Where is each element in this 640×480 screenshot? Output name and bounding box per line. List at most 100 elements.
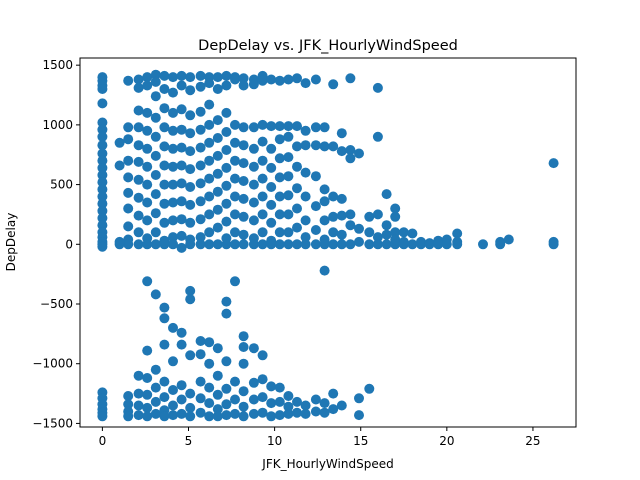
data-point	[212, 343, 223, 354]
data-point	[123, 75, 134, 86]
data-point	[292, 141, 302, 152]
data-point	[204, 99, 215, 110]
data-point	[133, 74, 144, 85]
data-point	[407, 228, 418, 239]
data-point	[176, 178, 187, 189]
data-point	[221, 383, 232, 394]
data-point	[328, 211, 339, 222]
data-point	[381, 220, 392, 231]
data-point	[159, 103, 170, 114]
data-point	[204, 411, 215, 422]
data-point	[257, 119, 268, 130]
data-point	[398, 239, 409, 250]
data-point	[300, 191, 311, 202]
data-point	[133, 122, 144, 133]
data-point	[123, 399, 134, 410]
data-point	[257, 155, 268, 166]
data-point	[266, 182, 277, 192]
data-point	[266, 381, 277, 392]
data-point	[97, 184, 108, 195]
data-point	[274, 134, 285, 145]
data-point	[212, 168, 223, 179]
data-point	[185, 411, 196, 422]
data-point	[336, 229, 347, 240]
data-point	[292, 183, 302, 194]
x-tick-label: 5	[185, 434, 193, 448]
data-point	[328, 141, 339, 152]
data-point	[97, 241, 108, 252]
data-point	[266, 411, 277, 422]
data-point	[212, 222, 223, 233]
data-point	[176, 124, 187, 135]
data-point	[168, 385, 178, 395]
data-point	[195, 214, 206, 225]
data-point	[204, 119, 215, 130]
data-point	[195, 178, 206, 189]
data-point	[372, 82, 383, 93]
data-point	[257, 407, 268, 418]
data-point	[168, 72, 178, 83]
data-point	[150, 396, 161, 407]
data-point	[133, 388, 144, 399]
data-point	[185, 72, 196, 83]
x-axis-label: JFK_HourlyWindSpeed	[261, 457, 393, 471]
data-point	[142, 411, 153, 422]
data-point	[133, 227, 144, 238]
data-point	[123, 239, 134, 250]
data-point	[248, 394, 259, 405]
data-point	[274, 75, 285, 86]
data-point	[150, 91, 161, 102]
data-point	[221, 80, 232, 91]
data-point	[142, 80, 153, 91]
y-tick-label: 500	[50, 178, 73, 192]
data-point	[248, 122, 259, 133]
data-point	[185, 388, 196, 399]
data-point	[345, 220, 356, 231]
data-point	[97, 411, 108, 422]
data-point	[204, 191, 215, 202]
data-point	[300, 167, 311, 178]
data-point	[266, 74, 277, 85]
data-point	[176, 142, 187, 153]
data-point	[319, 265, 330, 276]
data-point	[168, 239, 178, 250]
data-point	[310, 394, 321, 405]
data-point	[168, 161, 178, 172]
data-point	[97, 117, 108, 128]
data-point	[221, 399, 232, 410]
data-point	[283, 121, 294, 132]
data-point	[390, 211, 401, 222]
data-point	[159, 122, 170, 133]
data-point	[248, 197, 259, 208]
data-point	[221, 162, 232, 173]
data-point	[283, 131, 294, 142]
data-point	[390, 203, 401, 214]
data-point	[300, 408, 311, 419]
data-point	[176, 80, 187, 91]
data-point	[204, 155, 215, 166]
data-point	[548, 158, 559, 169]
data-point	[204, 137, 215, 148]
data-point	[97, 191, 108, 202]
data-point	[142, 125, 153, 136]
data-point	[176, 242, 187, 253]
data-point	[257, 227, 268, 238]
data-point	[424, 239, 435, 250]
data-point	[150, 69, 161, 80]
chart-title: DepDelay vs. JFK_HourlyWindSpeed	[198, 38, 458, 54]
data-point	[97, 84, 108, 94]
data-point	[195, 336, 206, 346]
data-point	[336, 193, 347, 204]
data-point	[257, 136, 268, 147]
data-point	[390, 239, 401, 250]
data-point	[97, 98, 108, 109]
data-point	[221, 107, 232, 118]
data-point	[150, 112, 161, 123]
data-point	[195, 142, 206, 153]
y-tick-label: 1000	[42, 118, 73, 132]
data-point	[248, 377, 259, 388]
data-point	[185, 182, 196, 192]
data-point	[548, 239, 559, 250]
data-point	[168, 322, 178, 333]
data-point	[310, 225, 321, 235]
